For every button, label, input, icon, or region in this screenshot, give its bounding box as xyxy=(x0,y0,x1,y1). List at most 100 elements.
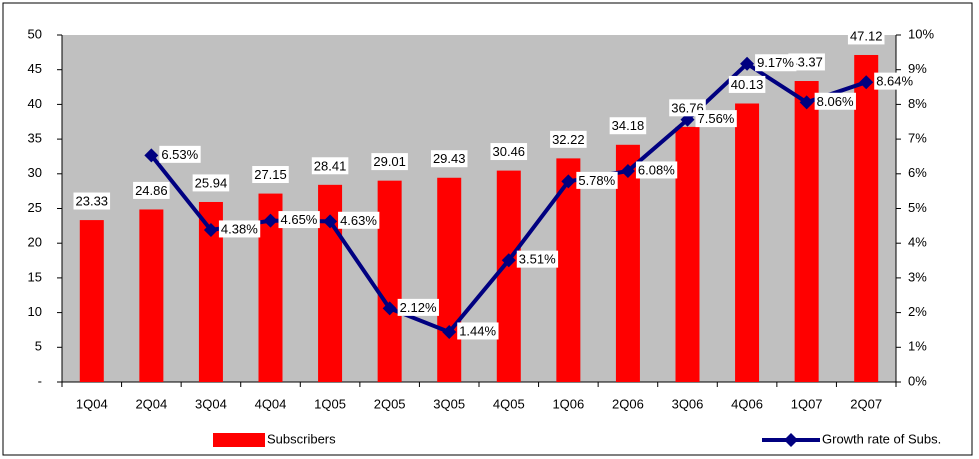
y-tick-label: 5 xyxy=(35,339,42,354)
line-value-label-box xyxy=(755,54,797,72)
line-value-label: 3.51% xyxy=(519,252,556,267)
line-value-label-box xyxy=(874,72,916,90)
line-value-label: 4.65% xyxy=(281,212,318,227)
legend-label: Growth rate of Subs. xyxy=(822,431,941,446)
bar xyxy=(377,180,402,382)
line-marker xyxy=(620,164,635,179)
bar xyxy=(437,177,462,382)
line-value-label-box xyxy=(635,161,678,179)
bar-value-label: 29.01 xyxy=(373,154,406,169)
line-marker xyxy=(859,75,874,90)
line-value-label-box xyxy=(516,250,559,268)
bar xyxy=(556,158,581,382)
line-value-label-box xyxy=(218,220,261,238)
bar xyxy=(854,54,879,382)
line-value-label-box xyxy=(695,110,737,128)
bar-value-label-box xyxy=(728,75,766,93)
bar xyxy=(496,170,521,382)
bar-value-label: 23.33 xyxy=(76,194,109,209)
y-tick-label: 35 xyxy=(28,131,42,146)
x-tick-label: 1Q05 xyxy=(314,396,346,411)
bar-value-label-box xyxy=(371,153,408,171)
y-tick-label: - xyxy=(38,373,42,388)
line-marker xyxy=(799,95,814,110)
line-value-label: 8.64% xyxy=(876,74,913,89)
line-marker xyxy=(382,301,397,316)
bar xyxy=(615,144,640,382)
x-tick-label: 2Q04 xyxy=(135,396,167,411)
x-tick-label: 2Q05 xyxy=(374,396,406,411)
x-tick-label: 1Q04 xyxy=(76,396,108,411)
bar-value-label: 34.18 xyxy=(612,118,645,133)
y2-tick-label: 6% xyxy=(908,165,927,180)
line-value-label: 7.56% xyxy=(698,111,735,126)
x-tick-label: 1Q07 xyxy=(791,396,823,411)
bar-value-label: 25.94 xyxy=(195,175,228,190)
bar xyxy=(675,126,700,383)
y-tick-label: 20 xyxy=(28,235,42,250)
legend-label: Subscribers xyxy=(267,431,336,446)
bar-value-label: 27.15 xyxy=(254,167,287,182)
line-marker xyxy=(561,174,576,189)
line-value-label-box xyxy=(278,211,320,229)
bar-value-label: 30.46 xyxy=(493,144,526,159)
bar-value-label-box xyxy=(73,192,111,210)
bar-value-label: 40.13 xyxy=(731,77,764,92)
bar-value-label: 29.43 xyxy=(433,151,466,166)
bar-value-label-box xyxy=(550,130,587,148)
y2-tick-label: 8% xyxy=(908,96,927,111)
line-value-label: 2.12% xyxy=(400,300,437,315)
bar-value-label-box xyxy=(490,143,528,161)
bar xyxy=(794,81,819,382)
y2-tick-label: 5% xyxy=(908,200,927,215)
line-marker xyxy=(740,56,755,71)
line-marker xyxy=(144,148,159,163)
line-marker xyxy=(442,325,457,340)
line-value-label: 4.63% xyxy=(340,213,377,228)
bar-value-label: 47.12 xyxy=(850,28,883,43)
bar xyxy=(735,103,760,382)
y-tick-label: 10 xyxy=(28,304,42,319)
y2-tick-label: 9% xyxy=(908,61,927,76)
line-value-label: 4.38% xyxy=(221,221,258,236)
y2-tick-label: 2% xyxy=(908,304,927,319)
y2-tick-label: 0% xyxy=(908,373,927,388)
y-tick-label: 40 xyxy=(28,96,42,111)
line-value-label-box xyxy=(457,322,499,340)
y-tick-label: 15 xyxy=(28,269,42,284)
line-marker xyxy=(323,214,338,229)
y2-tick-label: 10% xyxy=(908,26,934,41)
line-value-label-box xyxy=(338,211,380,229)
line-value-label-box xyxy=(814,92,856,110)
bar-value-label-box xyxy=(430,150,468,168)
y-tick-label: 50 xyxy=(28,26,42,41)
y-tick-label: 45 xyxy=(28,61,42,76)
line-marker xyxy=(203,223,218,238)
legend-swatch xyxy=(213,433,265,447)
line-value-label: 6.53% xyxy=(161,147,198,162)
line-value-label-box xyxy=(397,298,439,316)
bar xyxy=(79,220,104,382)
line-marker xyxy=(263,213,278,228)
line-value-label: 1.44% xyxy=(459,323,496,338)
y2-tick-label: 4% xyxy=(908,235,927,250)
y2-tick-label: 3% xyxy=(908,269,927,284)
bar-value-label-box xyxy=(609,117,647,135)
bar-value-label: 24.86 xyxy=(135,183,168,198)
y2-tick-label: 7% xyxy=(908,131,927,146)
x-tick-label: 4Q05 xyxy=(493,396,525,411)
bar xyxy=(139,209,164,382)
line-value-label: 8.06% xyxy=(817,94,854,109)
x-tick-label: 4Q06 xyxy=(731,396,763,411)
bar-value-label-box xyxy=(788,53,825,71)
y-tick-label: 25 xyxy=(28,200,42,215)
line-value-label: 5.78% xyxy=(578,173,615,188)
bar-value-label: 28.41 xyxy=(314,158,347,173)
bar-value-label-box xyxy=(252,166,289,184)
x-tick-label: 3Q04 xyxy=(195,396,227,411)
x-tick-label: 3Q05 xyxy=(433,396,465,411)
bar-value-label: 32.22 xyxy=(552,132,585,147)
line-value-label: 6.08% xyxy=(638,162,675,177)
bar-value-label-box xyxy=(847,27,885,45)
